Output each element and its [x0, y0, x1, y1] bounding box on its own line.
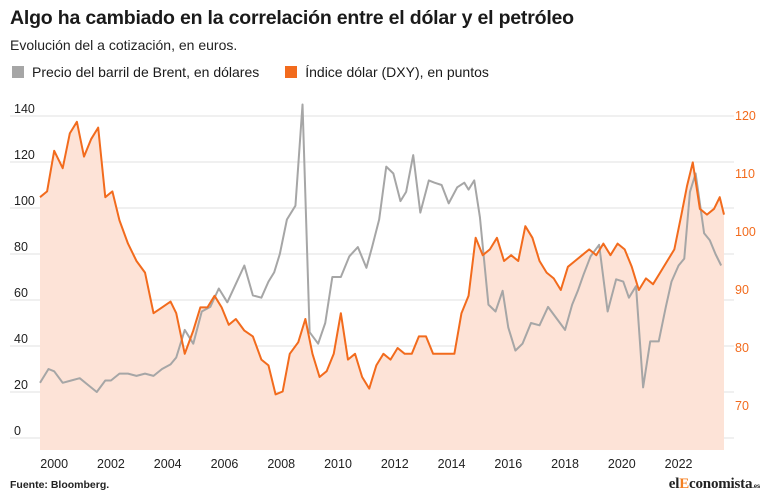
legend-label-brent: Precio del barril de Brent, en dólares — [32, 64, 260, 80]
x-axis-tick-label: 2020 — [608, 457, 636, 471]
x-axis-tick-label: 2004 — [154, 457, 182, 471]
right-axis-tick-label: 80 — [735, 341, 749, 355]
x-axis-tick-label: 2006 — [211, 457, 239, 471]
x-axis-tick-label: 2008 — [267, 457, 295, 471]
right-axis-tick-label: 100 — [735, 225, 756, 239]
right-axis-tick-label: 110 — [735, 167, 755, 181]
left-axis-tick-label: 20 — [14, 378, 28, 392]
chart-legend: Precio del barril de Brent, en dólares Í… — [12, 64, 515, 80]
left-axis-tick-label: 60 — [14, 286, 28, 300]
left-axis-tick-label: 40 — [14, 332, 28, 346]
x-axis-tick-label: 2022 — [665, 457, 693, 471]
left-axis-tick-label: 0 — [14, 424, 21, 438]
left-axis-tick-label: 80 — [14, 240, 28, 254]
right-axis-tick-label: 70 — [735, 399, 749, 413]
chart-title: Algo ha cambiado en la correlación entre… — [10, 7, 574, 29]
legend-item-brent: Precio del barril de Brent, en dólares — [12, 64, 259, 80]
series-line-brent — [39, 103, 723, 393]
x-axis-tick-label: 2002 — [97, 457, 125, 471]
legend-label-dxy: Índice dólar (DXY), en puntos — [305, 64, 489, 80]
series-line-dxy — [39, 120, 725, 396]
x-axis-tick-label: 2014 — [438, 457, 466, 471]
publisher-logo: elEconomista.es — [668, 476, 760, 492]
x-axis-tick-label: 2000 — [40, 457, 68, 471]
chart-subtitle: Evolución del a cotización, en euros. — [10, 37, 238, 53]
dxy-area-fill — [40, 121, 724, 451]
x-axis-tick-label: 2012 — [381, 457, 409, 471]
source-note: Fuente: Bloomberg. — [10, 479, 110, 491]
left-axis-tick-label: 120 — [14, 148, 35, 162]
right-axis-tick-label: 90 — [735, 283, 749, 297]
legend-swatch-dxy — [285, 66, 298, 78]
x-axis-tick-label: 2010 — [324, 457, 352, 471]
x-axis-tick-label: 2016 — [494, 457, 522, 471]
x-axis-tick-label: 2018 — [551, 457, 579, 471]
legend-item-dxy: Índice dólar (DXY), en puntos — [285, 64, 489, 80]
left-axis-tick-label: 140 — [14, 102, 35, 116]
left-axis-tick-label: 100 — [14, 194, 35, 208]
right-axis-tick-label: 120 — [735, 109, 756, 123]
legend-swatch-brent — [12, 66, 24, 78]
